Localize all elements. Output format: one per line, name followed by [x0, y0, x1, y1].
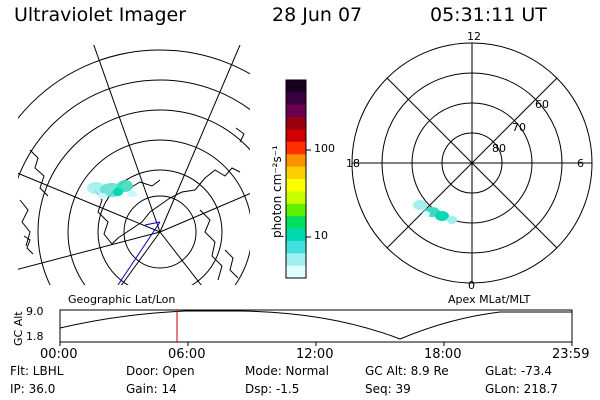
colorbar-segment [286, 228, 306, 242]
lat-circle [123, 195, 197, 269]
mlt-label-12: 12 [467, 30, 481, 43]
colorbar-segment [286, 240, 306, 254]
coastline [23, 235, 34, 255]
lon-line [18, 172, 161, 233]
lon-line [159, 45, 241, 233]
colorbar-segment [286, 104, 306, 118]
apex-aurora [413, 200, 457, 224]
mlat-label-70: 70 [512, 121, 526, 134]
seq-info: Seq: 39 [365, 382, 411, 396]
orbit-xtick-0: 00:00 [40, 347, 78, 362]
coastline [129, 179, 161, 189]
lat-circle [18, 49, 250, 120]
apex-panel-label: Apex MLat/MLT [448, 293, 531, 306]
gc-alt-info: GC Alt: 8.9 Re [365, 364, 449, 378]
coastline [235, 127, 245, 143]
colorbar [286, 80, 306, 279]
coastline [199, 209, 223, 281]
colorbar-segment [286, 129, 306, 143]
date-label: 28 Jun 07 [272, 4, 363, 26]
mlt-label-6: 6 [577, 157, 584, 170]
colorbar-segment [286, 265, 306, 279]
colorbar-segment [286, 154, 306, 168]
mlt-line [386, 77, 558, 249]
instrument-title: Ultraviolet Imager [14, 4, 187, 26]
mode-info: Mode: Normal [245, 364, 329, 378]
time-label: 05:31:11 UT [430, 4, 547, 26]
colorbar-segment [286, 166, 306, 180]
lon-line [159, 231, 202, 285]
colorbar-segment [286, 253, 306, 267]
ip-info: IP: 36.0 [10, 382, 56, 396]
satellite-track [144, 221, 161, 226]
lon-line [93, 45, 161, 233]
dsp-info: Dsp: -1.5 [245, 382, 300, 396]
mlat-label-60: 60 [535, 98, 549, 111]
colorbar-segment [286, 203, 306, 217]
gain-info: Gain: 14 [126, 382, 177, 396]
glon-info: GLon: 218.7 [485, 382, 558, 396]
lat-circle [67, 139, 250, 285]
door-info: Door: Open [126, 364, 195, 378]
coastline [29, 149, 49, 197]
colorbar-segment [286, 179, 306, 192]
colorbar-tick-10: 10 [314, 229, 328, 242]
coastline [224, 249, 239, 279]
lon-line [18, 231, 161, 270]
lat-circle [97, 169, 223, 285]
orbit-ytick-bottom: 1.8 [26, 330, 44, 343]
mlt-label-18: 18 [346, 157, 360, 170]
coastline [194, 167, 241, 191]
coastline [94, 189, 196, 245]
colorbar-segment [286, 191, 306, 205]
orbit-xtick-3: 18:00 [424, 347, 462, 362]
lon-line [121, 231, 161, 285]
colorbar-segment [286, 141, 306, 155]
orbit-ytick-top: 9.0 [26, 305, 44, 318]
orbit-xtick-1: 06:00 [168, 347, 206, 362]
apex-map [351, 42, 593, 284]
colorbar-segment [286, 92, 306, 106]
lat-circle [18, 79, 250, 285]
colorbar-frame [285, 79, 307, 279]
orbit-xtick-4: 23:59 [552, 347, 590, 362]
geo-panel-label: Geographic Lat/Lon [68, 293, 176, 306]
coastline [19, 199, 31, 247]
mlt-label-0: 0 [468, 279, 475, 292]
lat-circle [37, 109, 250, 285]
mlat-label-80: 80 [492, 142, 506, 155]
colorbar-tick-100: 100 [314, 142, 335, 155]
orbit-xtick-2: 12:00 [296, 347, 334, 362]
filter-info: Flt: LBHL [10, 364, 64, 378]
colorbar-segment [286, 80, 306, 93]
colorbar-segment [286, 216, 306, 230]
satellite-track [117, 221, 161, 285]
lon-line [159, 193, 250, 233]
glat-info: GLat: -73.4 [485, 364, 552, 378]
altitude-curve [59, 310, 572, 340]
colorbar-segment [286, 117, 306, 131]
